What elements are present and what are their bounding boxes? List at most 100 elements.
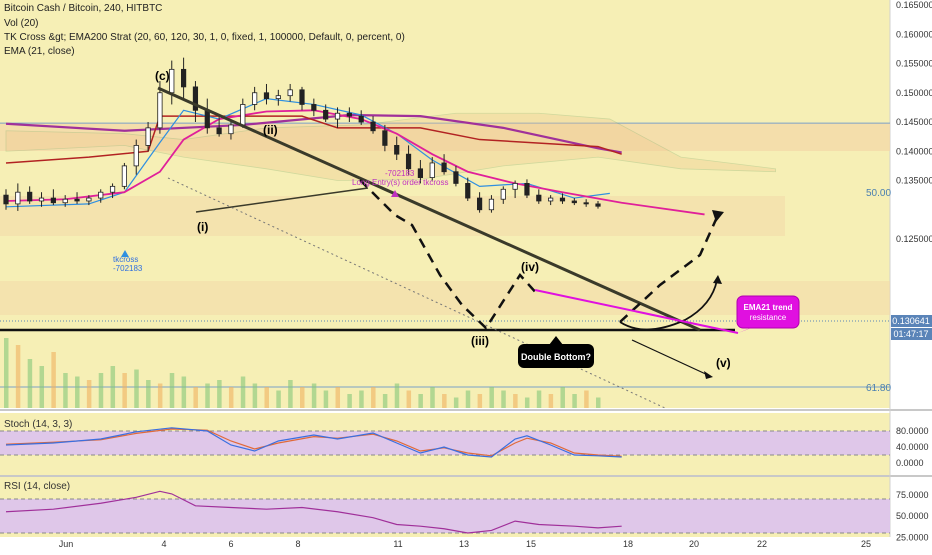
- volume-bar: [75, 376, 80, 408]
- price-tick-label: 0.140000: [896, 146, 932, 156]
- candle-body: [465, 183, 471, 199]
- volume-bar: [51, 352, 56, 408]
- lower-dotted-trend: [167, 177, 666, 409]
- kijun-line: [5, 115, 622, 164]
- ema-resistance-line: [534, 289, 739, 334]
- candle-body: [192, 86, 199, 111]
- wave-i-label: (i): [197, 220, 208, 234]
- candle-body: [524, 183, 530, 196]
- candle-body: [429, 162, 435, 178]
- bull-arrowhead: [712, 210, 724, 222]
- time-tick-label: 4: [161, 539, 166, 549]
- candle-body: [548, 197, 554, 202]
- volume-bar: [548, 394, 554, 408]
- tkcross-marker: [121, 250, 129, 257]
- candle-body: [595, 203, 601, 207]
- volume-bar: [86, 380, 92, 408]
- wave-c-label: (c): [155, 69, 170, 83]
- current-price-bg: [891, 315, 932, 327]
- volume-bar: [146, 380, 151, 408]
- candle-body: [287, 89, 293, 97]
- order-text-label: Long Entry(s) order tkcross: [352, 178, 448, 187]
- ema-note-callout[interactable]: EMA21 trend resistance: [736, 295, 800, 333]
- candle-body: [559, 197, 566, 202]
- stoch-band: [0, 431, 890, 455]
- tkcross-id-label: -702183: [113, 264, 143, 273]
- candle-body: [571, 200, 577, 204]
- candle-body: [240, 104, 246, 126]
- candle-body: [476, 197, 483, 211]
- drawings: [121, 86, 739, 409]
- time-tick-label: 6: [228, 539, 233, 549]
- kumo-area: [5, 112, 776, 181]
- candle-body: [145, 127, 151, 146]
- rsi-label[interactable]: RSI (14, close): [4, 481, 71, 492]
- chart-labels: (c) (i) (ii) (iii) (iv) (v) -702183 Long…: [113, 69, 731, 370]
- volume-bar: [406, 390, 412, 408]
- volume-bar: [39, 366, 45, 408]
- time-tick-label: 25: [861, 539, 871, 549]
- price-tick-label: 0.125000: [896, 234, 932, 244]
- volume-bar: [394, 383, 400, 408]
- volume-bar: [63, 373, 68, 408]
- fib-50-label: 50.00: [866, 188, 891, 199]
- volume-bar: [240, 376, 246, 408]
- candle-body: [583, 202, 589, 205]
- legend-ema[interactable]: EMA (21, close): [4, 46, 75, 57]
- candle-body: [275, 95, 281, 100]
- volume-bar: [584, 390, 589, 408]
- time-tick-label: 18: [623, 539, 633, 549]
- candle-body: [417, 168, 424, 178]
- stoch-k-line: [5, 427, 622, 458]
- candle-body: [299, 89, 305, 105]
- candle-body: [38, 197, 45, 202]
- double-bottom-callout[interactable]: Double Bottom?: [518, 336, 594, 368]
- candle-body: [453, 171, 459, 184]
- main-trendline: [157, 86, 701, 332]
- volume-bar: [371, 387, 376, 408]
- volume-bar: [596, 397, 601, 408]
- countdown-bg: [891, 328, 932, 340]
- rsi-tick-label: 25.0000: [896, 532, 929, 542]
- candle-body: [512, 183, 518, 190]
- volume-bar: [524, 397, 530, 408]
- wave-connector: [195, 187, 369, 213]
- volume-bar: [122, 373, 127, 408]
- fib-618-label: 61.80: [866, 383, 891, 394]
- volume-bar: [110, 366, 116, 408]
- volume-bar: [288, 380, 293, 408]
- candle-body: [323, 109, 329, 120]
- volume-bar: [560, 387, 565, 408]
- rsi-tick-label: 50.0000: [896, 511, 929, 521]
- wave-iii-label: (iii): [471, 334, 489, 348]
- rsi-line: [5, 490, 622, 534]
- legend-strategy[interactable]: TK Cross &gt; EMA200 Strat (20, 60, 120,…: [4, 32, 405, 43]
- bull-path-dashed: [619, 214, 720, 323]
- volume-bar: [465, 390, 471, 408]
- double-bottom-text: Double Bottom?: [521, 352, 591, 362]
- volume-bar: [134, 369, 139, 408]
- candles: [3, 57, 601, 213]
- volume-bar: [4, 338, 9, 408]
- volume-bar: [217, 380, 222, 408]
- candle-body: [74, 198, 80, 202]
- volume-bar: [181, 376, 187, 408]
- time-axis-bg: [0, 537, 890, 550]
- stoch-tick-label: 40.0000: [896, 442, 929, 452]
- stoch-label[interactable]: Stoch (14, 3, 3): [4, 419, 73, 430]
- candle-body: [441, 162, 447, 173]
- legend-symbol[interactable]: Bitcoin Cash / Bitcoin, 240, HITBTC: [4, 3, 163, 14]
- candle-body: [228, 124, 234, 135]
- current-price-text: 0.130641: [892, 316, 930, 326]
- time-tick-label: 11: [393, 539, 402, 549]
- time-tick-label: Jun: [59, 539, 74, 549]
- candle-body: [109, 185, 116, 193]
- candle-body: [394, 144, 400, 155]
- volume-bar: [536, 390, 542, 408]
- candle-body: [370, 121, 376, 132]
- volume-bar: [442, 394, 447, 408]
- legend-volume[interactable]: Vol (20): [4, 18, 39, 29]
- ema-note-line1: EMA21 trend: [744, 303, 793, 312]
